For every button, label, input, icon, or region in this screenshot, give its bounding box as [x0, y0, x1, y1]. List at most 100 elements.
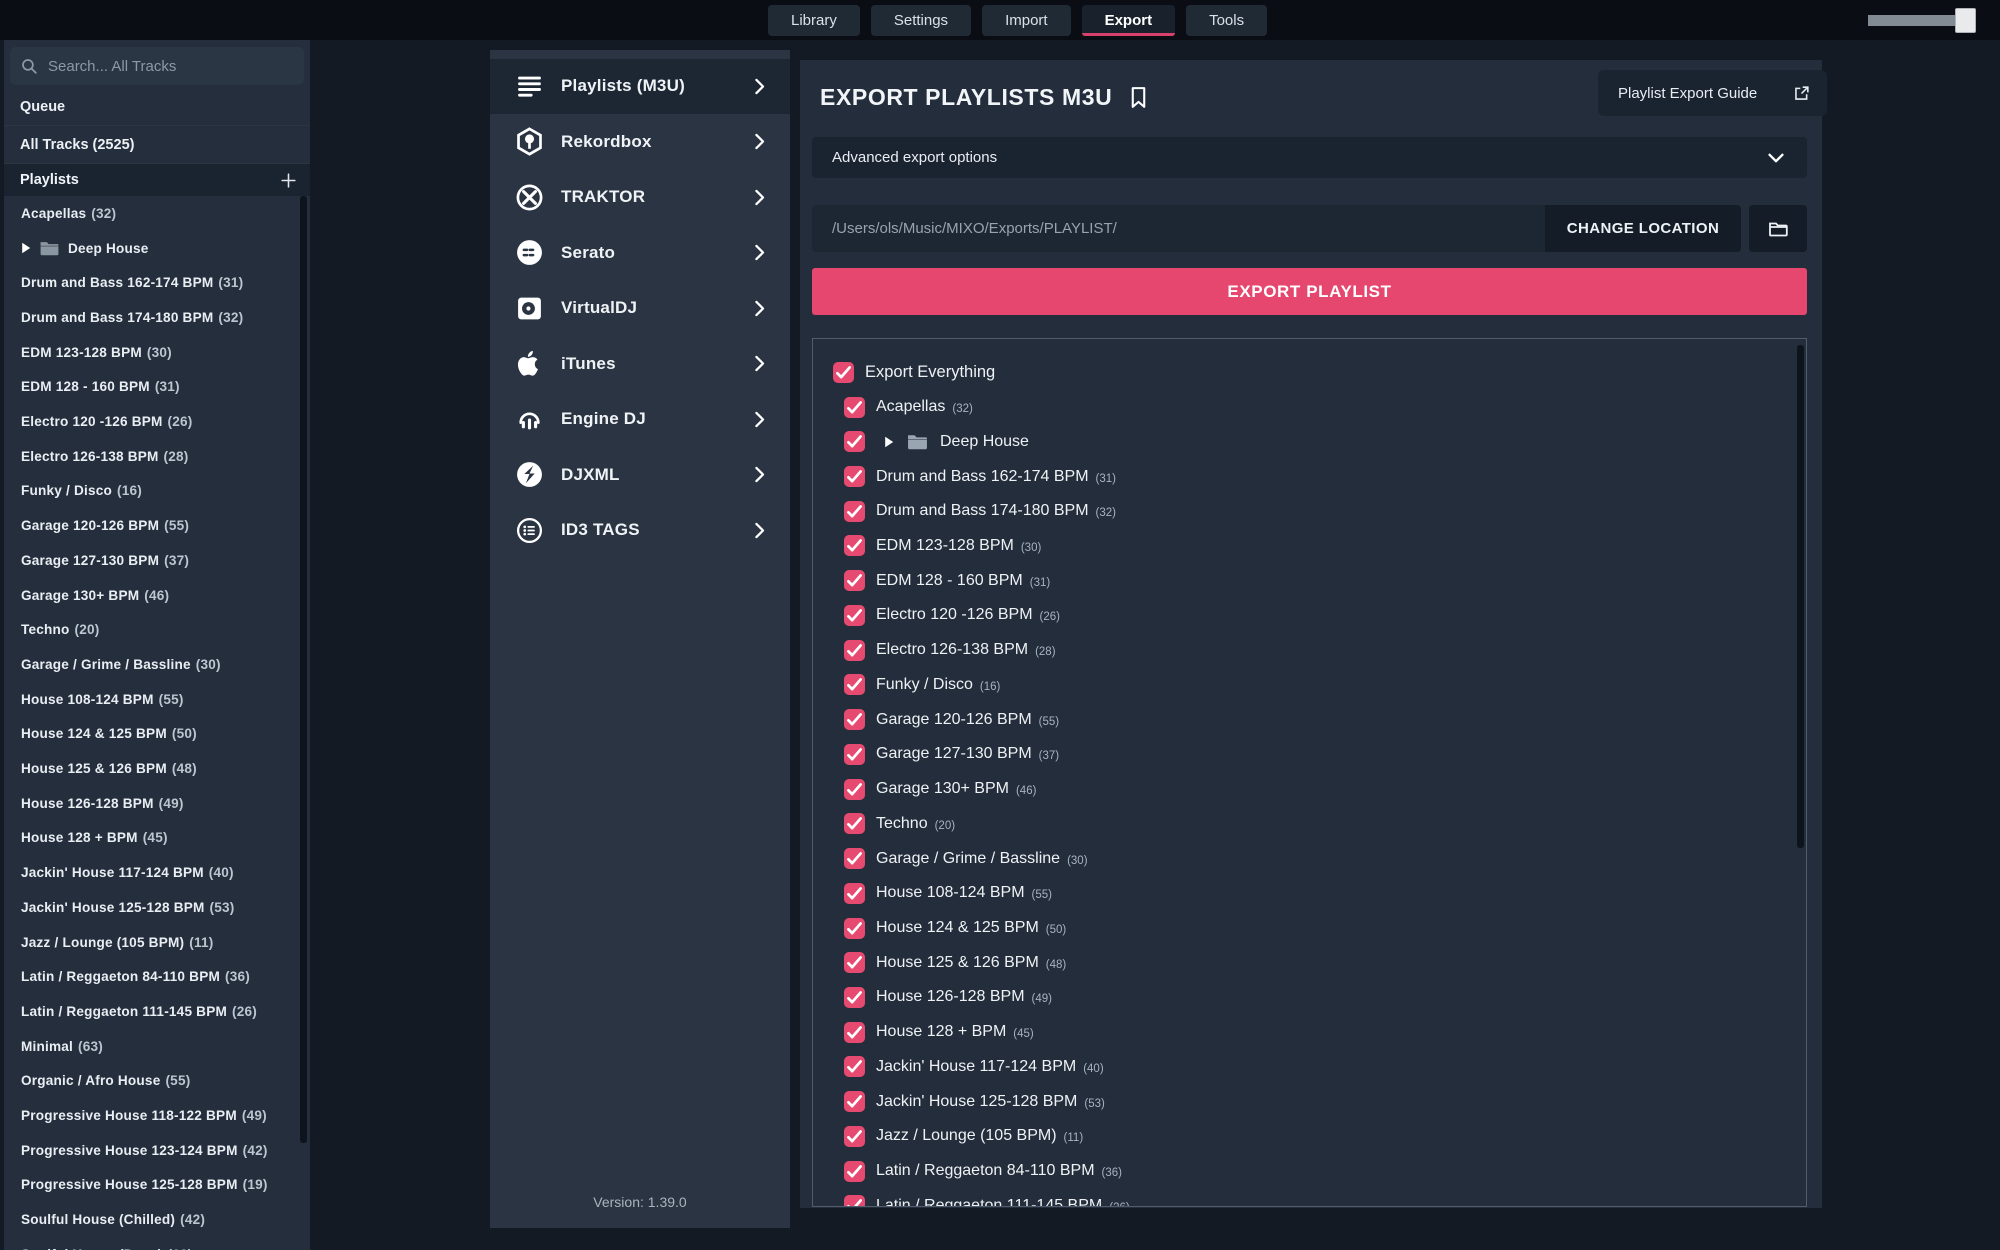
checkbox-checked[interactable]: [844, 709, 865, 731]
add-playlist-button[interactable]: [279, 171, 298, 190]
export-item-row[interactable]: Techno (20): [813, 806, 1788, 841]
sidebar-playlist-item[interactable]: Drum and Bass 174-180 BPM (32): [21, 309, 244, 325]
sidebar-playlist-item[interactable]: EDM 123-128 BPM (30): [21, 344, 172, 360]
change-location-button[interactable]: CHANGE LOCATION: [1545, 205, 1741, 252]
export-item-row[interactable]: House 126-128 BPM (49): [813, 980, 1788, 1015]
format-serato[interactable]: Serato: [490, 225, 790, 281]
format-virtualdj[interactable]: VirtualDJ: [490, 281, 790, 337]
sidebar-playlist-item[interactable]: Progressive House 123-124 BPM (42): [21, 1142, 268, 1158]
format-engine-dj[interactable]: Engine DJ: [490, 392, 790, 448]
sidebar-playlist-item[interactable]: House 124 & 125 BPM (50): [21, 726, 197, 742]
tab-export[interactable]: Export: [1081, 5, 1176, 36]
tab-import[interactable]: Import: [982, 5, 1071, 36]
checkbox-checked[interactable]: [844, 1125, 865, 1147]
export-item-row[interactable]: House 125 & 126 BPM (48): [813, 945, 1788, 980]
sidebar-playlist-item[interactable]: House 126-128 BPM (49): [21, 795, 184, 811]
format-playlists-m3u-[interactable]: Playlists (M3U): [490, 58, 790, 114]
format-id3-tags[interactable]: ID3 TAGS: [490, 503, 790, 559]
export-item-row[interactable]: House 128 + BPM (45): [813, 1015, 1788, 1050]
checkbox-checked[interactable]: [844, 848, 865, 870]
open-folder-button[interactable]: [1749, 205, 1807, 252]
export-playlist-button[interactable]: EXPORT PLAYLIST: [812, 268, 1807, 315]
checkbox-checked[interactable]: [844, 570, 865, 592]
export-item-row[interactable]: Garage / Grime / Bassline (30): [813, 841, 1788, 876]
export-item-row[interactable]: Jazz / Lounge (105 BPM) (11): [813, 1119, 1788, 1154]
checkbox-checked[interactable]: [844, 396, 865, 418]
sidebar-playlist-item[interactable]: Techno (20): [21, 622, 100, 638]
checkbox-checked[interactable]: [833, 361, 854, 383]
expand-triangle-icon[interactable]: [884, 436, 894, 448]
sidebar-playlist-item[interactable]: House 128 + BPM (45): [21, 830, 168, 846]
checkbox-checked[interactable]: [844, 604, 865, 626]
export-item-row[interactable]: Deep House: [813, 424, 1788, 459]
checkbox-checked[interactable]: [844, 743, 865, 765]
export-item-row[interactable]: Jackin' House 117-124 BPM (40): [813, 1050, 1788, 1085]
sidebar-playlist-item[interactable]: House 125 & 126 BPM (48): [21, 761, 197, 777]
sidebar-playlist-item[interactable]: Minimal (63): [21, 1038, 103, 1054]
bookmark-icon[interactable]: [1126, 85, 1151, 110]
checkbox-checked[interactable]: [844, 952, 865, 974]
expand-triangle-icon[interactable]: [21, 242, 31, 254]
checkbox-checked[interactable]: [844, 1195, 865, 1206]
checkbox-checked[interactable]: [844, 500, 865, 522]
sidebar-playlist-item[interactable]: EDM 128 - 160 BPM (31): [21, 379, 180, 395]
sidebar-playlist-item[interactable]: Jackin' House 117-124 BPM (40): [21, 865, 234, 881]
search-input[interactable]: [48, 57, 278, 75]
export-item-row[interactable]: Acapellas (32): [813, 390, 1788, 425]
export-item-row[interactable]: EDM 128 - 160 BPM (31): [813, 563, 1788, 598]
sidebar-item-all-tracks[interactable]: All Tracks (2525): [4, 126, 310, 164]
checkbox-checked[interactable]: [844, 639, 865, 661]
checkbox-checked[interactable]: [844, 1056, 865, 1078]
advanced-options-toggle[interactable]: Advanced export options: [812, 137, 1807, 178]
export-item-row[interactable]: House 108-124 BPM (55): [813, 876, 1788, 911]
checkbox-checked[interactable]: [844, 674, 865, 696]
export-item-row[interactable]: Jackin' House 125-128 BPM (53): [813, 1084, 1788, 1119]
checkbox-checked[interactable]: [844, 535, 865, 557]
export-path-input[interactable]: [812, 205, 1545, 252]
sidebar-item-queue[interactable]: Queue: [4, 88, 310, 126]
sidebar-playlist-item[interactable]: Jazz / Lounge (105 BPM) (11): [21, 934, 214, 950]
export-item-row[interactable]: Garage 127-130 BPM (37): [813, 737, 1788, 772]
checkbox-checked[interactable]: [844, 466, 865, 488]
checkbox-checked[interactable]: [844, 1021, 865, 1043]
sidebar-playlist-item[interactable]: Funky / Disco (16): [21, 483, 142, 499]
sidebar-playlist-item[interactable]: Progressive House 125-128 BPM (19): [21, 1177, 268, 1193]
sidebar-playlist-item[interactable]: Organic / Afro House (55): [21, 1073, 191, 1089]
sidebar-playlist-item[interactable]: House 108-124 BPM (55): [21, 691, 184, 707]
sidebar-playlist-item[interactable]: Drum and Bass 162-174 BPM (31): [21, 275, 244, 291]
checkbox-checked[interactable]: [844, 986, 865, 1008]
export-item-row[interactable]: EDM 123-128 BPM (30): [813, 529, 1788, 564]
export-item-row[interactable]: Latin / Reggaeton 111-145 BPM(26): [813, 1189, 1788, 1206]
format-djxml[interactable]: DJXML: [490, 447, 790, 503]
export-everything-row[interactable]: Export Everything: [813, 355, 1788, 390]
export-item-row[interactable]: Garage 120-126 BPM (55): [813, 702, 1788, 737]
tab-tools[interactable]: Tools: [1186, 5, 1268, 36]
checkbox-checked[interactable]: [844, 917, 865, 939]
zoom-slider[interactable]: [1868, 8, 1976, 33]
sidebar-playlist-item[interactable]: Latin / Reggaeton 111-145 BPM (26): [21, 1003, 257, 1019]
format-itunes[interactable]: iTunes: [490, 336, 790, 392]
export-item-row[interactable]: Funky / Disco (16): [813, 668, 1788, 703]
playlist-export-guide-button[interactable]: Playlist Export Guide: [1598, 70, 1827, 116]
sidebar-playlist-item[interactable]: Garage / Grime / Bassline (30): [21, 656, 221, 672]
tab-library[interactable]: Library: [768, 5, 860, 36]
search-box[interactable]: [10, 47, 304, 85]
sidebar-playlist-item[interactable]: Garage 120-126 BPM (55): [21, 518, 190, 534]
sidebar-playlist-item[interactable]: Acapellas (32): [21, 205, 117, 221]
sidebar-scrollbar[interactable]: [300, 196, 307, 1143]
list-scrollbar[interactable]: [1797, 345, 1804, 848]
export-item-row[interactable]: Drum and Bass 174-180 BPM (32): [813, 494, 1788, 529]
sidebar-playlist-item[interactable]: Soulful House (Deep)(62): [4, 1237, 302, 1250]
format-traktor[interactable]: TRAKTOR: [490, 170, 790, 226]
sidebar-playlist-item[interactable]: Garage 127-130 BPM (37): [21, 552, 190, 568]
checkbox-checked[interactable]: [844, 778, 865, 800]
checkbox-checked[interactable]: [844, 431, 865, 453]
sidebar-playlist-item[interactable]: Electro 120 -126 BPM (26): [21, 414, 193, 430]
checkbox-checked[interactable]: [844, 1160, 865, 1182]
sidebar-playlist-item[interactable]: Progressive House 118-122 BPM (49): [21, 1108, 267, 1124]
tab-settings[interactable]: Settings: [870, 5, 972, 36]
sidebar-playlist-item[interactable]: Jackin' House 125-128 BPM (53): [21, 899, 235, 915]
export-item-row[interactable]: Drum and Bass 162-174 BPM (31): [813, 459, 1788, 494]
checkbox-checked[interactable]: [844, 1091, 865, 1113]
checkbox-checked[interactable]: [844, 813, 865, 835]
